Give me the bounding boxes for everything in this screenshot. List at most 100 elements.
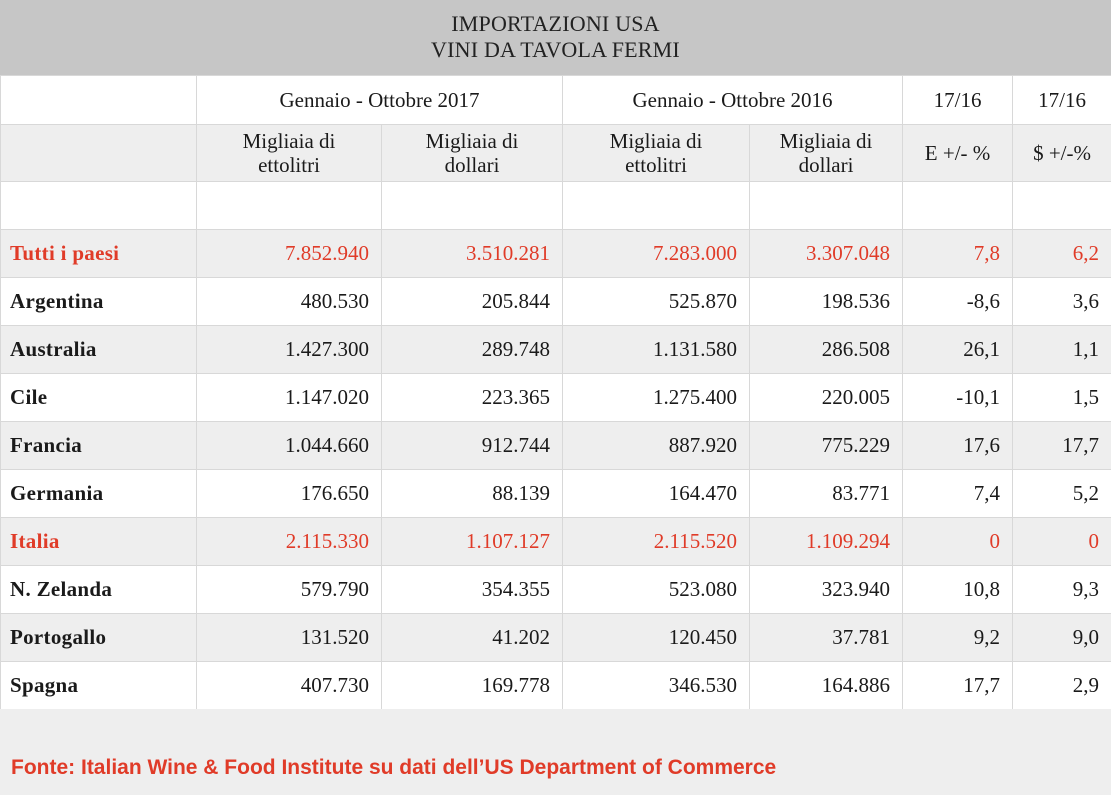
hl-2016-cell: 346.530 [562, 661, 751, 710]
d-pct-cell: 1,5 [1012, 373, 1111, 422]
source-note: Fonte: Italian Wine & Food Institute su … [11, 756, 777, 779]
usd-2016-cell: 286.508 [749, 325, 904, 374]
usd-2016-cell: 37.781 [749, 613, 904, 662]
e-pct-cell: 9,2 [902, 613, 1014, 662]
header-spacer-row [0, 181, 1111, 230]
usd-2016-cell: 323.940 [749, 565, 904, 614]
table-row: Spagna 407.730 169.778 346.530 164.886 17,7 2,… [0, 661, 1111, 710]
e-pct-cell: 7,8 [902, 229, 1014, 278]
e-pct-cell: 17,6 [902, 421, 1014, 470]
hl-2016-cell: 1.275.400 [562, 373, 751, 422]
table-row: Australia 1.427.300 289.748 1.131.580 286.50… [0, 325, 1111, 374]
e-pct-cell: 7,4 [902, 469, 1014, 518]
usd-2016-cell: 775.229 [749, 421, 904, 470]
usd-2016-cell: 198.536 [749, 277, 904, 326]
country-cell: Argentina [0, 277, 197, 326]
usd-2017-cell: 912.744 [380, 421, 564, 470]
hl-2017-cell: 176.650 [196, 469, 382, 518]
header-row-units: Migliaia di ettolitri Migliaia di dollari … [0, 124, 1111, 182]
e-pct-cell: -8,6 [902, 277, 1014, 326]
hl-2017-cell: 1.427.300 [196, 325, 382, 374]
e-pct-cell: 0 [902, 517, 1014, 566]
header-hl-line2: ettolitri [625, 153, 687, 177]
country-cell: Cile [0, 373, 197, 422]
usd-2017-cell: 205.844 [380, 277, 564, 326]
usd-2016-cell: 83.771 [749, 469, 904, 518]
usd-2017-cell: 169.778 [380, 661, 564, 710]
header-row-periods: Gennaio - Ottobre 2017 Gennaio - Ottobre… [0, 75, 1111, 125]
e-pct-cell: 10,8 [902, 565, 1014, 614]
hl-2017-cell: 407.730 [196, 661, 382, 710]
usd-2017-cell: 354.355 [380, 565, 564, 614]
title-line-1: IMPORTAZIONI USA [451, 11, 660, 36]
hl-2017-cell: 2.115.330 [196, 517, 382, 566]
hl-2016-cell: 164.470 [562, 469, 751, 518]
hl-2016-cell: 1.131.580 [562, 325, 751, 374]
table-row: Argentina 480.530 205.844 525.870 198.536 -8,… [0, 277, 1111, 326]
header-d-pct: $ +/-% [1012, 124, 1111, 182]
table-row: Cile 1.147.020 223.365 1.275.400 220.005 -10,… [0, 373, 1111, 422]
table-row: Germania 176.650 88.139 164.470 83.771 7,4 5,2 [0, 469, 1111, 518]
table-body: Tutti i paesi 7.852.940 3.510.281 7.283.000… [0, 229, 1111, 710]
header-usd-2016: Migliaia di dollari [749, 124, 904, 182]
d-pct-cell: 0 [1012, 517, 1111, 566]
usd-2016-cell: 220.005 [749, 373, 904, 422]
table-row: Tutti i paesi 7.852.940 3.510.281 7.283.000… [0, 229, 1111, 278]
header-blank [0, 75, 197, 125]
hl-2017-cell: 480.530 [196, 277, 382, 326]
usd-2017-cell: 88.139 [380, 469, 564, 518]
imports-table: Gennaio - Ottobre 2017 Gennaio - Ottobre… [0, 75, 1111, 710]
header-hl-line1: Migliaia di [609, 129, 703, 153]
country-cell: Portogallo [0, 613, 197, 662]
usd-2017-cell: 41.202 [380, 613, 564, 662]
d-pct-cell: 2,9 [1012, 661, 1111, 710]
d-pct-cell: 3,6 [1012, 277, 1111, 326]
table-row: N. Zelanda 579.790 354.355 523.080 323.940 10… [0, 565, 1111, 614]
hl-2017-cell: 131.520 [196, 613, 382, 662]
hl-2016-cell: 2.115.520 [562, 517, 751, 566]
header-hl-line1: Migliaia di [242, 129, 336, 153]
d-pct-cell: 5,2 [1012, 469, 1111, 518]
country-cell: N. Zelanda [0, 565, 197, 614]
usd-2016-cell: 3.307.048 [749, 229, 904, 278]
usd-2017-cell: 223.365 [380, 373, 564, 422]
e-pct-cell: -10,1 [902, 373, 1014, 422]
country-cell: Italia [0, 517, 197, 566]
header-blank [0, 124, 197, 182]
hl-2017-cell: 7.852.940 [196, 229, 382, 278]
hl-2016-cell: 525.870 [562, 277, 751, 326]
country-cell: Francia [0, 421, 197, 470]
header-usd-line1: Migliaia di [425, 129, 519, 153]
d-pct-cell: 9,0 [1012, 613, 1111, 662]
header-hl-2017: Migliaia di ettolitri [196, 124, 382, 182]
usd-2016-cell: 164.886 [749, 661, 904, 710]
hl-2016-cell: 120.450 [562, 613, 751, 662]
hl-2016-cell: 523.080 [562, 565, 751, 614]
header-period-2017: Gennaio - Ottobre 2017 [195, 75, 564, 125]
table-title: IMPORTAZIONI USA VINI DA TAVOLA FERMI [0, 0, 1111, 75]
d-pct-cell: 9,3 [1012, 565, 1111, 614]
country-cell: Spagna [0, 661, 197, 710]
table-row: Portogallo 131.520 41.202 120.450 37.781 9,2 9… [0, 613, 1111, 662]
d-pct-cell: 17,7 [1012, 421, 1111, 470]
title-line-2: VINI DA TAVOLA FERMI [431, 37, 680, 62]
header-usd-2017: Migliaia di dollari [380, 124, 564, 182]
header-period-2016: Gennaio - Ottobre 2016 [562, 75, 904, 125]
header-e-pct: E +/- % [902, 124, 1014, 182]
hl-2017-cell: 579.790 [196, 565, 382, 614]
usd-2017-cell: 3.510.281 [380, 229, 564, 278]
usd-2016-cell: 1.109.294 [749, 517, 904, 566]
usd-2017-cell: 1.107.127 [380, 517, 564, 566]
table-row: Italia 2.115.330 1.107.127 2.115.520 1.109.2… [0, 517, 1111, 566]
d-pct-cell: 6,2 [1012, 229, 1111, 278]
header-ratio-e: 17/16 [902, 75, 1014, 125]
e-pct-cell: 26,1 [902, 325, 1014, 374]
header-usd-line2: dollari [444, 153, 500, 177]
header-hl-2016: Migliaia di ettolitri [562, 124, 751, 182]
table-row: Francia 1.044.660 912.744 887.920 775.229 17,… [0, 421, 1111, 470]
header-hl-line2: ettolitri [258, 153, 320, 177]
e-pct-cell: 17,7 [902, 661, 1014, 710]
usd-2017-cell: 289.748 [380, 325, 564, 374]
country-cell: Germania [0, 469, 197, 518]
hl-2016-cell: 887.920 [562, 421, 751, 470]
